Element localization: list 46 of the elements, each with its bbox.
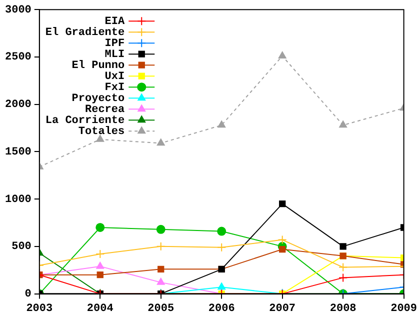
- x-tick-label: 2006: [208, 303, 235, 316]
- legend-label: Totales: [78, 126, 125, 138]
- legend-label: La Corriente: [45, 114, 126, 127]
- legend-label: FxI: [104, 82, 125, 94]
- y-tick-label: 3000: [5, 4, 32, 16]
- point: [279, 246, 286, 253]
- x-tick-label: 2008: [330, 303, 357, 316]
- legend-label: EIA: [104, 16, 126, 28]
- x-tick-label: 2003: [26, 303, 54, 316]
- y-tick-label: 1000: [5, 194, 32, 206]
- point: [340, 243, 346, 250]
- point: [217, 226, 226, 236]
- legend-label: IPF: [104, 38, 125, 50]
- legend-label: MLI: [104, 48, 125, 61]
- point: [338, 262, 348, 272]
- legend-label: El Punno: [72, 60, 126, 72]
- x-tick-label: 2009: [390, 303, 417, 316]
- y-tick-label: 500: [12, 241, 32, 254]
- x-tick-label: 2007: [269, 303, 296, 316]
- point: [158, 266, 164, 272]
- x-tick-label: 2005: [148, 303, 174, 316]
- point: [96, 250, 105, 259]
- point: [279, 200, 286, 208]
- y-tick-label: 0: [24, 288, 32, 301]
- point: [339, 120, 348, 128]
- point: [96, 272, 104, 278]
- point: [156, 278, 165, 285]
- point: [218, 282, 226, 290]
- point: [96, 134, 104, 142]
- legend-label: Proyecto: [72, 92, 126, 105]
- y-tick-label: 2000: [5, 99, 32, 112]
- point: [156, 138, 165, 146]
- point: [156, 224, 166, 234]
- legend-label: UxI: [104, 70, 125, 83]
- point: [156, 242, 166, 251]
- point: [218, 120, 226, 128]
- point: [217, 242, 226, 252]
- legend-label: El Gradiente: [45, 26, 126, 39]
- point: [96, 222, 105, 232]
- point: [278, 52, 286, 59]
- y-tick-label: 2500: [5, 52, 32, 64]
- point: [278, 235, 287, 244]
- point: [96, 262, 104, 269]
- y-tick-label: 1500: [5, 146, 32, 158]
- x-tick-label: 2004: [86, 303, 114, 316]
- legend-label: Recrea: [85, 104, 126, 116]
